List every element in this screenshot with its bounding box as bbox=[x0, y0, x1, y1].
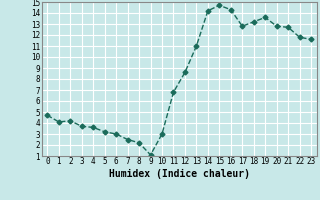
X-axis label: Humidex (Indice chaleur): Humidex (Indice chaleur) bbox=[109, 169, 250, 179]
